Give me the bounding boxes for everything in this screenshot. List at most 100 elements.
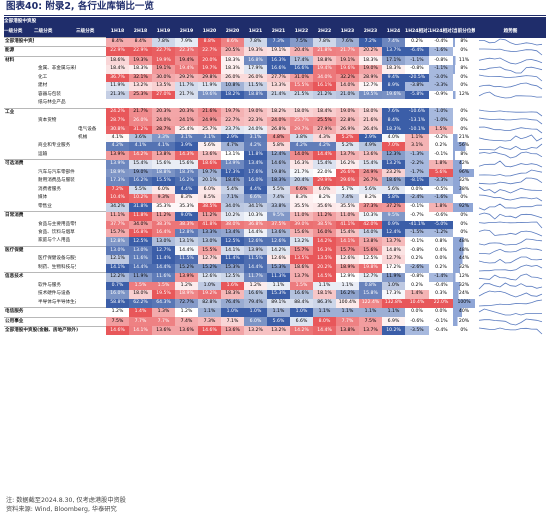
cell-value: 5.8% bbox=[382, 194, 406, 203]
cell-value: 37.3% bbox=[359, 202, 383, 212]
cell-chg1: -2.2% bbox=[405, 159, 430, 169]
sparkline-line bbox=[479, 66, 543, 73]
row-label-empty bbox=[4, 194, 34, 202]
cell-chg1: -0.8% bbox=[410, 247, 424, 253]
cell-value: 4.1% bbox=[106, 133, 130, 143]
cell-value: 24.9% bbox=[198, 117, 222, 126]
sparkline-svg bbox=[478, 299, 543, 307]
cell-value: 1.0% bbox=[382, 281, 406, 291]
cell-value: 19.4% bbox=[313, 65, 337, 74]
row-label: 媒体 bbox=[38, 195, 48, 201]
cell-value: 1.2% bbox=[244, 281, 268, 291]
cell-value: 25.7% bbox=[290, 117, 314, 126]
cell-value: 12.5% bbox=[221, 272, 245, 282]
cell-value: 21.0% bbox=[336, 90, 360, 100]
cell-value: 7.6% bbox=[382, 108, 406, 118]
cell-value: 15.5% bbox=[152, 177, 176, 186]
cell-value: 28.7% bbox=[106, 117, 130, 126]
cell-chg2: -0.1% bbox=[434, 318, 448, 324]
cell-chg1: -10.6% bbox=[405, 108, 430, 118]
cell-value: 18.1% bbox=[313, 290, 337, 299]
row-label-empty bbox=[4, 91, 34, 99]
sparkline-line bbox=[479, 169, 543, 177]
cell-chg2: 1.8% bbox=[429, 202, 454, 212]
cell-value: 19.6% bbox=[336, 65, 360, 74]
cell-value: 18.6% bbox=[382, 177, 406, 186]
cell-chg1: 10.4% bbox=[405, 298, 430, 308]
cell-value: 28.9% bbox=[359, 73, 383, 83]
cell-value: 16.6% bbox=[290, 290, 314, 299]
cell-chg2: -0.1% bbox=[434, 152, 448, 158]
cell-value: 14.4% bbox=[129, 263, 153, 273]
header-period-1H19: 1H19 bbox=[152, 27, 176, 38]
cell-value: 11.7% bbox=[244, 272, 268, 282]
cell-chg2: 0.2% bbox=[435, 265, 447, 271]
row-label: 公用事业 bbox=[4, 316, 34, 327]
cell-value: 31.2% bbox=[129, 125, 153, 134]
cell-value: 16.0% bbox=[244, 177, 268, 186]
table-header: 一级分类 二级分类 三级分类 1H18 2H18 1H19 2H19 1H20 2H20 1… bbox=[4, 27, 547, 38]
cell-value: 11.1% bbox=[106, 211, 130, 221]
header-period-1H20: 1H20 bbox=[198, 27, 222, 38]
cell-chg1: -13.1% bbox=[405, 117, 430, 126]
table-row: 工业 24.2% 21.7% 20.3% 20.3% 21.6% 19.7% 19.0% 18.… bbox=[4, 107, 546, 118]
row-label-empty bbox=[4, 126, 34, 134]
cell-value: 13.6% bbox=[152, 326, 176, 336]
cell-value: 17.3% bbox=[382, 290, 406, 299]
trend-sparkline bbox=[475, 126, 546, 134]
cell-value bbox=[152, 99, 175, 108]
cell-value: 7.1% bbox=[221, 194, 245, 203]
cell-value: 26.8% bbox=[267, 125, 291, 134]
cell-value: 19.0% bbox=[336, 108, 360, 118]
table-row: 制药、生物科技与生命科学14.1%14.4%14.4%15.2%15.2%15.… bbox=[4, 263, 546, 273]
cell-value: 34.0% bbox=[313, 73, 337, 83]
cell-value: 12.2% bbox=[106, 272, 130, 282]
cell-value bbox=[313, 99, 336, 108]
cell-value: 17.4% bbox=[290, 56, 314, 66]
table-row: 材料 18.6% 19.3% 19.9% 19.4% 20.0% 18.3% 16.8% 16.… bbox=[4, 55, 546, 66]
cell-rank: 12% bbox=[453, 90, 476, 100]
cell-value: 22.3% bbox=[244, 117, 268, 126]
header-rank: 当前分位数/历史 bbox=[453, 27, 476, 38]
trend-sparkline bbox=[475, 82, 546, 90]
cell-value: 14.1% bbox=[336, 237, 360, 247]
cell-chg1: 1.4% bbox=[405, 290, 430, 299]
cell-value: 15.4% bbox=[313, 159, 337, 169]
sparkline-line bbox=[478, 212, 543, 220]
sparkline-line bbox=[478, 134, 543, 142]
cell-rank: 32% bbox=[453, 281, 476, 291]
row-label: 工业 bbox=[4, 107, 34, 118]
cell-value: 11.9% bbox=[106, 82, 130, 91]
cell-value: 11.3% bbox=[267, 272, 291, 282]
row-label-empty bbox=[76, 177, 106, 185]
cell-value: 32.1% bbox=[129, 73, 153, 83]
cell-value: 21.3% bbox=[106, 90, 130, 100]
sparkline-svg bbox=[478, 178, 543, 185]
cell-value: 22.7% bbox=[221, 117, 245, 126]
cell-value: 7.8% bbox=[313, 37, 337, 47]
trend-sparkline bbox=[475, 246, 546, 255]
table-header-top: 全部港股中资股 bbox=[4, 17, 547, 27]
trend-sparkline bbox=[475, 282, 546, 290]
cell-value: 13.8% bbox=[336, 326, 360, 336]
row-label-empty bbox=[4, 74, 34, 82]
row-label-empty bbox=[76, 65, 106, 73]
cell-chg1: 0.2% bbox=[411, 282, 423, 288]
cell-value: 18.6% bbox=[106, 56, 130, 66]
cell-value: 4.2% bbox=[106, 142, 130, 151]
cell-value: 14.1% bbox=[106, 263, 130, 273]
sparkline-svg bbox=[478, 318, 543, 326]
cell-value: 13.9% bbox=[175, 272, 199, 282]
cell-value: 86.3% bbox=[313, 298, 337, 308]
cell-value: 7.3% bbox=[198, 317, 222, 327]
cell-value: 13.7% bbox=[382, 46, 406, 57]
sparkline-line bbox=[479, 38, 543, 46]
cell-value: 19.0% bbox=[244, 108, 268, 118]
cell-value: 9.4% bbox=[382, 73, 406, 83]
cell-value: 36.7% bbox=[106, 73, 130, 83]
cell-value: 26.9% bbox=[336, 125, 360, 134]
footnote: 注: 数据截至2024.8.30, 仅考虑港股中资股 bbox=[6, 497, 126, 504]
cell-value: 12.5% bbox=[221, 237, 245, 247]
cell-value: 10.8% bbox=[221, 82, 245, 91]
cell-value: 16.2% bbox=[336, 159, 360, 169]
